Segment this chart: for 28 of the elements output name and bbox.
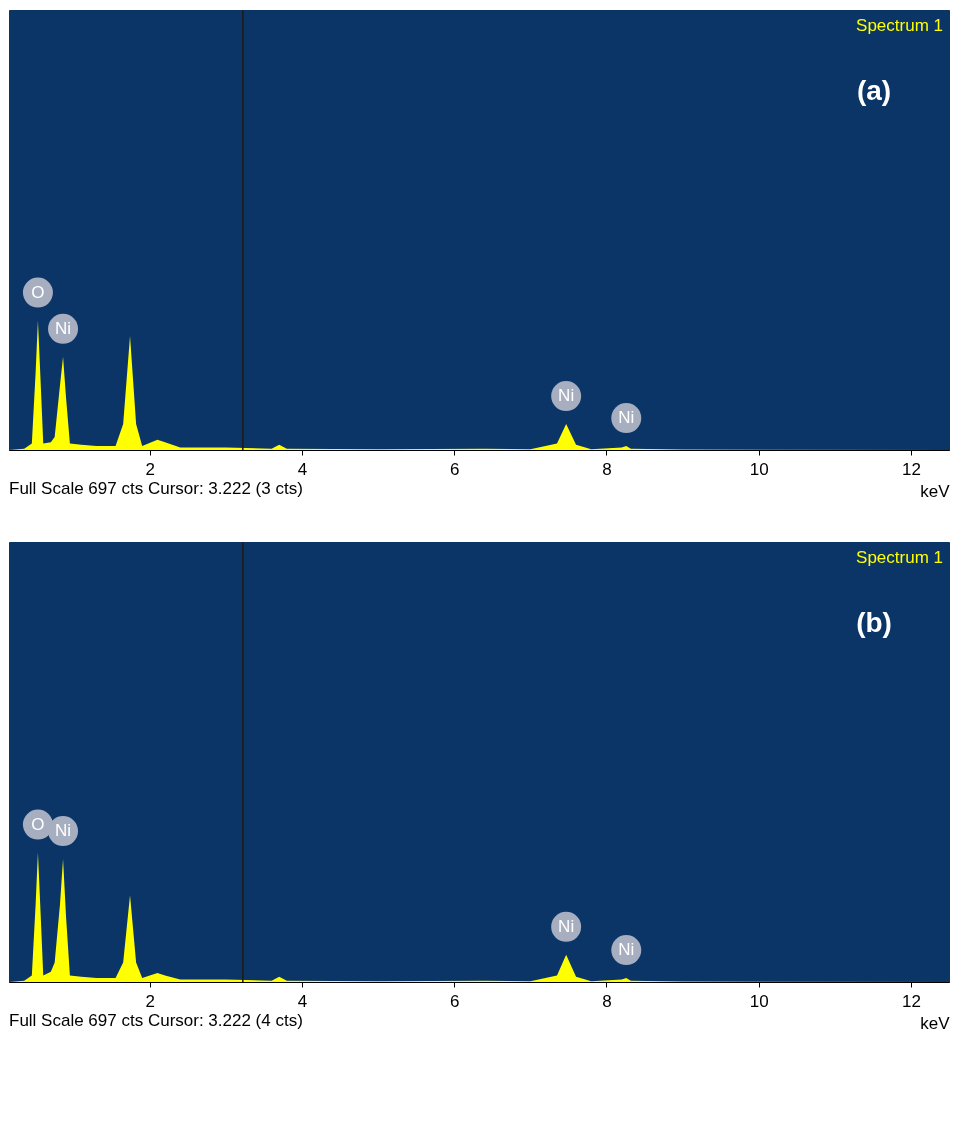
x-tick-label: 4 [297, 459, 308, 479]
x-tick-label: 8 [602, 459, 612, 479]
x-tick-label: 10 [749, 991, 769, 1011]
x-tick-label: 4 [297, 991, 308, 1011]
annotation: O [31, 282, 45, 302]
annotation: Ni [55, 821, 72, 841]
x-tick-label: 6 [450, 991, 460, 1011]
x-tick-label: 6 [450, 459, 460, 479]
annotation: Ni [618, 408, 635, 428]
annotation: Ni [558, 386, 575, 406]
x-tick-label: 8 [602, 991, 612, 1011]
x-tick-label: 2 [145, 991, 156, 1011]
x-tick-label: 12 [901, 991, 921, 1011]
text: Full Scale 697 cts Cursor: 3.222 (3 cts) [9, 479, 303, 498]
chart-subtitle: Spectrum 1 [856, 16, 943, 35]
annotation: Ni [55, 318, 72, 338]
x-tick-label: 10 [749, 459, 769, 479]
annotation: O [31, 814, 45, 834]
x-axis-title: keV [920, 481, 951, 501]
chart-subtitle: Spectrum 1 [856, 548, 943, 567]
chart-title: (a) [856, 75, 892, 106]
x-tick-label: 12 [901, 459, 921, 479]
x-tick-label: 2 [145, 459, 156, 479]
annotation: Ni [618, 940, 635, 960]
annotation: Ni [558, 916, 575, 936]
chart-title: (b) [856, 607, 892, 638]
text: Full Scale 697 cts Cursor: 3.222 (4 cts) [9, 1011, 303, 1030]
x-axis-title: keV [920, 1013, 951, 1033]
